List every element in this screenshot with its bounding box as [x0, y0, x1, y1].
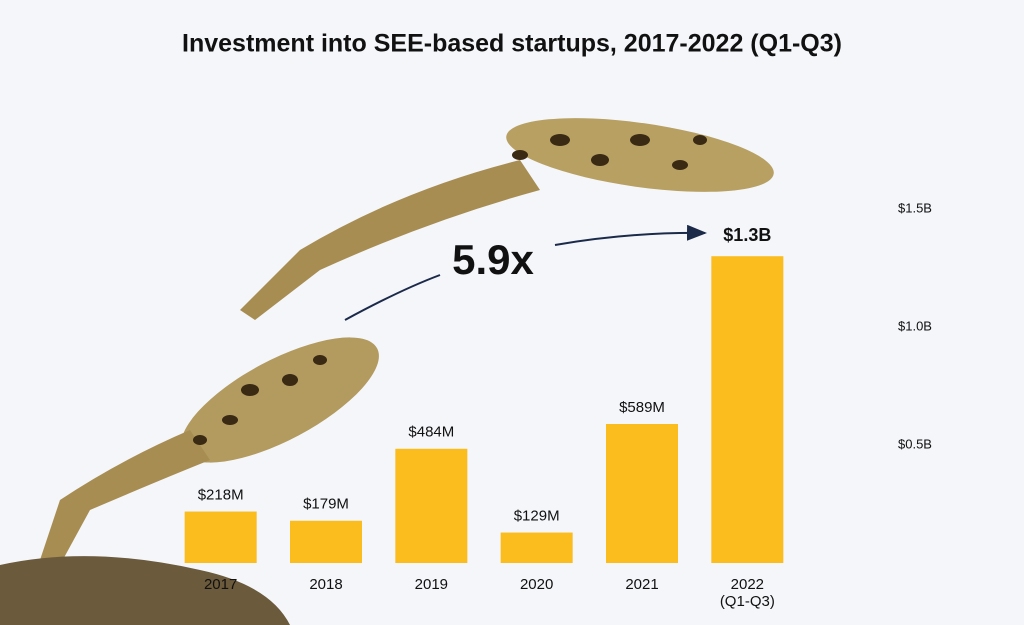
value-label: $129M	[514, 508, 560, 525]
bar	[606, 423, 678, 563]
value-label: $1.3B	[723, 225, 771, 245]
y-tick-label: $0.5B	[898, 436, 932, 451]
value-label: $218M	[198, 487, 244, 504]
x-tick-label: 2021	[625, 576, 659, 593]
x-tick-label: 2019	[414, 576, 449, 593]
y-tick-label: $1.5B	[898, 200, 932, 215]
x-tick-label: 2018	[309, 576, 343, 593]
y-tick-label: $1.0B	[898, 318, 932, 333]
annotation: 5.9x	[452, 236, 534, 283]
value-label: $484M	[408, 424, 454, 441]
bar	[711, 256, 784, 563]
value-label: $589M	[619, 399, 665, 416]
x-tick-label: 2022 (Q1-Q3)	[719, 576, 775, 610]
bar	[184, 511, 257, 563]
bar	[395, 448, 468, 563]
x-tick-label: 2017	[203, 576, 238, 593]
bar	[500, 532, 573, 563]
bar	[290, 520, 362, 563]
chart-title: Investment into SEE-based startups, 2017…	[182, 30, 842, 58]
x-tick-label: 2020	[519, 576, 554, 593]
frog-illustration	[0, 118, 774, 625]
value-label: $179M	[303, 496, 349, 513]
